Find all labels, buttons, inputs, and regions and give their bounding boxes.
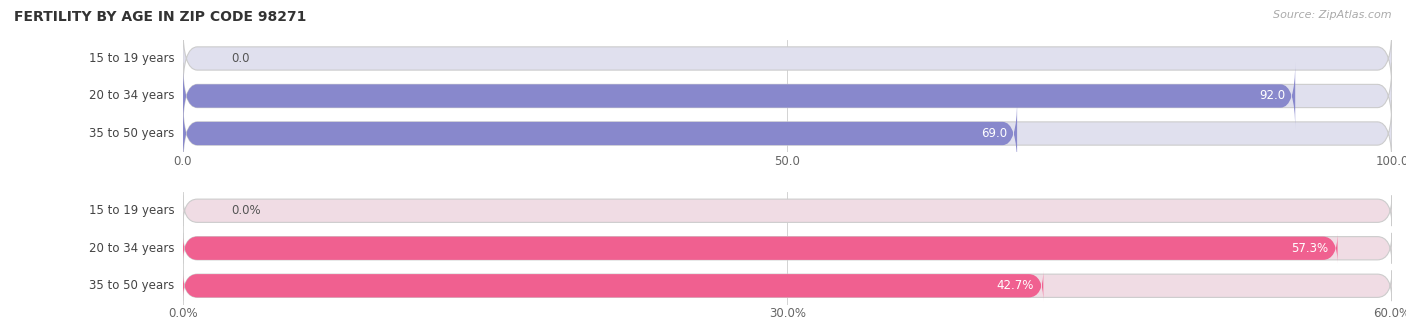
- Text: 42.7%: 42.7%: [997, 279, 1033, 292]
- FancyBboxPatch shape: [183, 270, 1043, 301]
- FancyBboxPatch shape: [183, 63, 1295, 129]
- Text: 15 to 19 years: 15 to 19 years: [89, 52, 174, 65]
- Text: FERTILITY BY AGE IN ZIP CODE 98271: FERTILITY BY AGE IN ZIP CODE 98271: [14, 10, 307, 24]
- Text: 92.0: 92.0: [1260, 89, 1285, 103]
- FancyBboxPatch shape: [183, 63, 1392, 129]
- Text: 20 to 34 years: 20 to 34 years: [89, 242, 174, 255]
- Text: 35 to 50 years: 35 to 50 years: [89, 279, 174, 292]
- Text: 69.0: 69.0: [981, 127, 1008, 140]
- FancyBboxPatch shape: [183, 233, 1337, 263]
- Text: 15 to 19 years: 15 to 19 years: [89, 204, 174, 217]
- Text: 20 to 34 years: 20 to 34 years: [89, 89, 174, 103]
- FancyBboxPatch shape: [183, 270, 1392, 301]
- Text: 0.0: 0.0: [231, 52, 250, 65]
- FancyBboxPatch shape: [183, 25, 1392, 92]
- FancyBboxPatch shape: [183, 100, 1392, 167]
- FancyBboxPatch shape: [183, 195, 1392, 226]
- Text: 0.0%: 0.0%: [231, 204, 260, 217]
- FancyBboxPatch shape: [183, 233, 1392, 263]
- Text: Source: ZipAtlas.com: Source: ZipAtlas.com: [1274, 10, 1392, 20]
- FancyBboxPatch shape: [183, 100, 1017, 167]
- Text: 35 to 50 years: 35 to 50 years: [89, 127, 174, 140]
- Text: 57.3%: 57.3%: [1291, 242, 1327, 255]
